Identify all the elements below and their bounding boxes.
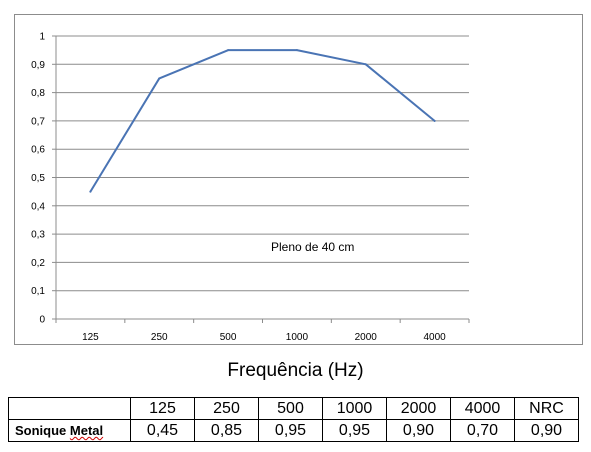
y-tick-label: 0,9 <box>31 60 45 71</box>
y-tick-label: 0,1 <box>31 286 45 297</box>
chart-annotation: Pleno de 40 cm <box>271 240 354 254</box>
absorption-table: 125 250 500 1000 2000 4000 NRC Sonique M… <box>8 397 579 442</box>
chart-area: 0 0,1 0,2 0,3 0,4 0,5 0,6 0,7 0,8 0,9 1 125 250 500 1… <box>14 14 583 345</box>
x-tick-label: 2000 <box>355 332 378 343</box>
row-label-text: Sonique <box>15 423 70 438</box>
data-point <box>227 49 230 52</box>
y-tick-label: 1 <box>39 32 45 43</box>
table-row-label: Sonique Metal <box>8 419 131 442</box>
data-point <box>433 119 436 122</box>
y-tick-label: 0,7 <box>31 116 45 127</box>
x-tick-label: 4000 <box>423 332 446 343</box>
table-header-cell: 1000 <box>322 397 387 420</box>
table-cell: 0,90 <box>386 419 451 442</box>
table-header-cell: 125 <box>130 397 195 420</box>
y-tick-label: 0 <box>39 315 45 326</box>
y-tick-label: 0,8 <box>31 88 45 99</box>
table-row: Sonique Metal 0,45 0,85 0,95 0,95 0,90 0… <box>8 419 579 442</box>
y-tick-label: 0,6 <box>31 145 45 156</box>
table-header-cell: 500 <box>258 397 323 420</box>
table-cell: 0,95 <box>258 419 323 442</box>
data-point <box>295 49 298 52</box>
series-line <box>89 49 436 193</box>
table-cell: 0,90 <box>514 419 579 442</box>
table-header-cell: 2000 <box>386 397 451 420</box>
data-point <box>89 190 92 193</box>
y-tick-label: 0,4 <box>31 201 45 212</box>
y-tick-label: 0,2 <box>31 258 45 269</box>
table-cell: 0,95 <box>322 419 387 442</box>
y-tick-label: 0,3 <box>31 230 45 241</box>
table-cell: 0,70 <box>450 419 515 442</box>
data-point <box>158 77 161 80</box>
table-header-cell: 250 <box>194 397 259 420</box>
data-point <box>364 63 367 66</box>
x-tick-label: 125 <box>82 332 99 343</box>
x-axis-title: Frequência (Hz) <box>227 360 364 381</box>
table-header-cell: NRC <box>514 397 579 420</box>
x-tick-label: 250 <box>151 332 168 343</box>
table-cell: 0,85 <box>194 419 259 442</box>
line-chart: 0 0,1 0,2 0,3 0,4 0,5 0,6 0,7 0,8 0,9 1 125 250 500 1… <box>31 32 470 343</box>
row-label-spellcheck-word: Metal <box>69 423 104 438</box>
table-header-cell <box>8 397 131 420</box>
x-tick-label: 500 <box>220 332 237 343</box>
x-tick-label: 1000 <box>286 332 309 343</box>
table-cell: 0,45 <box>130 419 195 442</box>
table-header-cell: 4000 <box>450 397 515 420</box>
table-header-row: 125 250 500 1000 2000 4000 NRC <box>8 397 579 420</box>
y-tick-label: 0,5 <box>31 173 45 184</box>
